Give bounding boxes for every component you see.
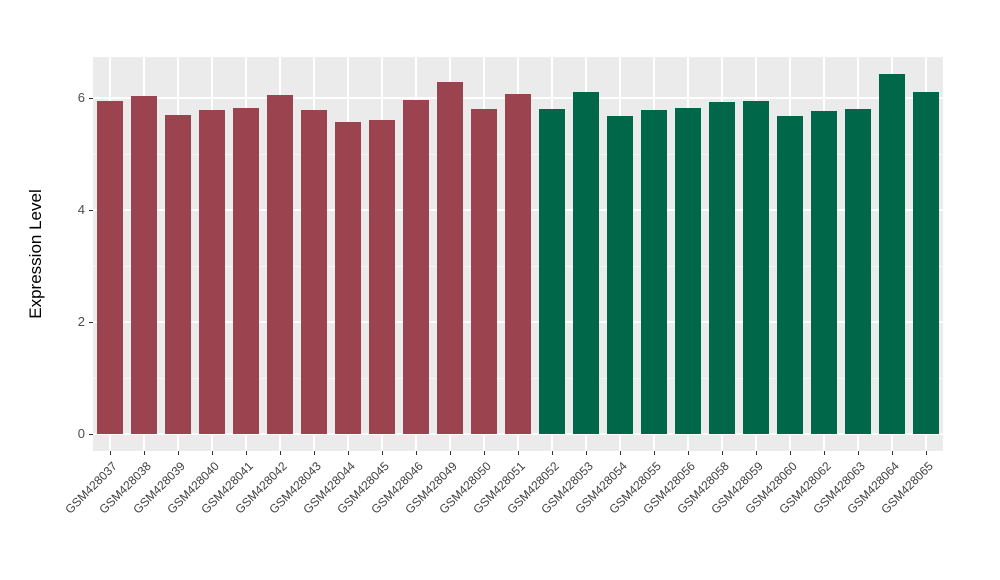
x-tick-mark bbox=[925, 451, 927, 455]
x-tick-mark bbox=[381, 451, 383, 455]
x-tick-mark bbox=[211, 451, 213, 455]
x-tick-mark bbox=[891, 451, 893, 455]
x-tick-mark bbox=[415, 451, 417, 455]
x-tick-mark bbox=[789, 451, 791, 455]
bar bbox=[199, 109, 225, 434]
plot-panel bbox=[93, 57, 943, 451]
x-tick-mark bbox=[177, 451, 179, 455]
bar bbox=[811, 111, 837, 434]
bar bbox=[97, 100, 123, 434]
bar bbox=[879, 74, 905, 434]
x-tick-mark bbox=[483, 451, 485, 455]
bar bbox=[471, 109, 497, 434]
bar bbox=[301, 109, 327, 434]
x-tick-mark bbox=[653, 451, 655, 455]
bar bbox=[505, 94, 531, 434]
x-tick-mark bbox=[619, 451, 621, 455]
bar bbox=[573, 92, 599, 434]
x-tick-mark bbox=[109, 451, 111, 455]
x-tick-mark bbox=[517, 451, 519, 455]
y-tick-mark bbox=[88, 433, 93, 435]
bar bbox=[743, 100, 769, 434]
bar bbox=[607, 115, 633, 434]
x-tick-mark bbox=[585, 451, 587, 455]
bar bbox=[437, 81, 463, 434]
bar bbox=[675, 107, 701, 434]
x-tick-mark bbox=[721, 451, 723, 455]
bar bbox=[539, 108, 565, 434]
bar bbox=[369, 119, 395, 434]
y-tick-label: 6 bbox=[77, 90, 85, 105]
y-tick-mark bbox=[88, 321, 93, 323]
x-tick-mark bbox=[279, 451, 281, 455]
y-tick-label: 0 bbox=[77, 426, 85, 441]
bar bbox=[709, 102, 735, 434]
bar bbox=[165, 114, 191, 434]
bar bbox=[913, 91, 939, 434]
x-tick-mark bbox=[551, 451, 553, 455]
y-tick-label: 2 bbox=[77, 314, 85, 329]
x-tick-mark bbox=[687, 451, 689, 455]
x-tick-mark bbox=[347, 451, 349, 455]
bar bbox=[233, 107, 259, 434]
x-tick-mark bbox=[755, 451, 757, 455]
x-tick-mark bbox=[313, 451, 315, 455]
bar bbox=[131, 95, 157, 434]
x-tick-mark bbox=[143, 451, 145, 455]
y-tick-mark bbox=[88, 209, 93, 211]
bar bbox=[335, 122, 361, 434]
bar bbox=[777, 115, 803, 434]
x-tick-mark bbox=[245, 451, 247, 455]
x-tick-mark bbox=[857, 451, 859, 455]
y-tick-mark bbox=[88, 97, 93, 99]
bar bbox=[845, 108, 871, 434]
bar bbox=[267, 95, 293, 434]
x-tick-mark bbox=[449, 451, 451, 455]
bar bbox=[403, 100, 429, 434]
y-tick-label: 4 bbox=[77, 202, 85, 217]
bar bbox=[641, 109, 667, 434]
x-tick-mark bbox=[823, 451, 825, 455]
